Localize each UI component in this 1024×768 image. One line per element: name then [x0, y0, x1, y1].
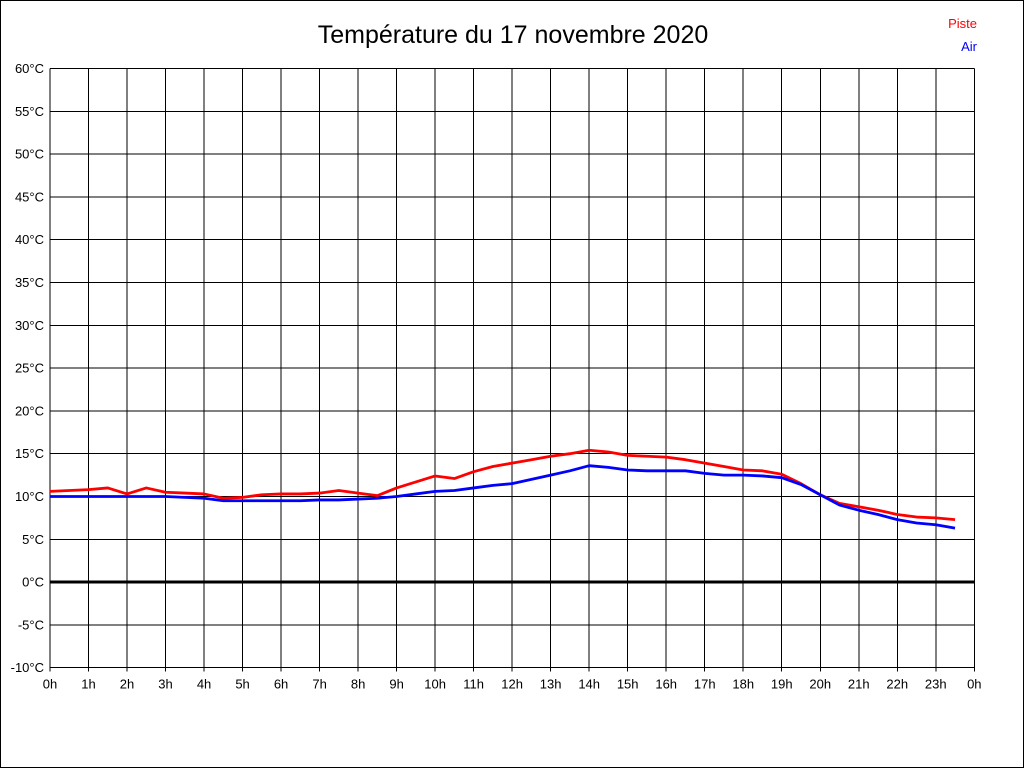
x-tick-label: 1h: [81, 677, 95, 692]
x-tick-label: 0h: [43, 677, 57, 692]
y-tick-label: 55°C: [15, 104, 44, 119]
x-tick-label: 12h: [501, 677, 523, 692]
chart-title: Température du 17 novembre 2020: [317, 21, 709, 49]
x-tick-label: 17h: [694, 677, 716, 692]
y-tick-label: 15°C: [15, 446, 44, 461]
x-tick-label: 15h: [617, 677, 639, 692]
x-tick-label: 21h: [848, 677, 870, 692]
x-tick-label: 7h: [312, 677, 326, 692]
legend: Piste Air: [948, 12, 977, 58]
x-tick-label: 0h: [967, 677, 981, 692]
y-tick-label: -10°C: [11, 660, 44, 675]
y-tick-label: 5°C: [22, 532, 44, 547]
x-tick-label: 18h: [732, 677, 754, 692]
legend-label-air: Air: [961, 39, 977, 54]
x-tick-label: 22h: [886, 677, 908, 692]
x-tick-label: 5h: [235, 677, 249, 692]
y-tick-label: -5°C: [18, 617, 44, 632]
y-tick-label: 60°C: [15, 61, 44, 76]
x-tick-label: 6h: [274, 677, 288, 692]
x-tick-label: 23h: [925, 677, 947, 692]
y-tick-label: 45°C: [15, 189, 44, 204]
x-tick-label: 20h: [809, 677, 831, 692]
y-tick-label: 40°C: [15, 232, 44, 247]
x-tick-label: 8h: [351, 677, 365, 692]
y-tick-label: 0°C: [22, 575, 44, 590]
y-tick-label: 20°C: [15, 403, 44, 418]
x-tick-label: 10h: [424, 677, 446, 692]
y-tick-label: 25°C: [15, 361, 44, 376]
y-tick-label: 10°C: [15, 489, 44, 504]
series-line-air: [50, 464, 956, 530]
x-tick-label: 14h: [578, 677, 600, 692]
x-tick-label: 16h: [655, 677, 677, 692]
y-tick-label: 35°C: [15, 275, 44, 290]
y-tick-label: 50°C: [15, 147, 44, 162]
x-tick-label: 9h: [389, 677, 403, 692]
y-tick-label: 30°C: [15, 318, 44, 333]
x-tick-label: 2h: [120, 677, 134, 692]
x-tick-label: 13h: [540, 677, 562, 692]
legend-label-piste: Piste: [948, 16, 977, 31]
legend-item-piste: Piste: [948, 12, 977, 35]
x-tick-label: 19h: [771, 677, 793, 692]
x-tick-label: 11h: [463, 677, 484, 692]
legend-item-air: Air: [948, 35, 977, 58]
x-tick-label: 4h: [197, 677, 211, 692]
x-tick-label: 3h: [158, 677, 172, 692]
